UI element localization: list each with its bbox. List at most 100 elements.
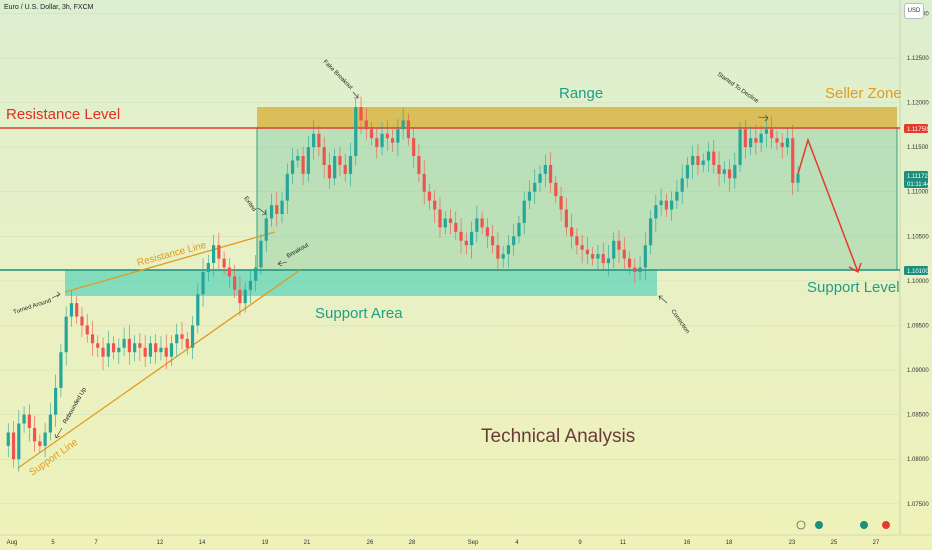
us-flag-icon[interactable] (882, 521, 890, 529)
x-tick-label: 5 (51, 540, 55, 546)
candle-body (238, 289, 242, 304)
dividend-icon[interactable] (815, 521, 823, 529)
candle-body (459, 231, 463, 241)
candle-body (159, 347, 163, 353)
candle-body (133, 343, 137, 353)
started-to-decline-label: Started To Decline (716, 72, 760, 105)
x-tick-label: 27 (873, 540, 880, 546)
eu-flag-icon[interactable] (860, 521, 868, 529)
forecast-path (797, 137, 859, 273)
candle-body (422, 173, 426, 192)
y-tick-label: 1.08500 (907, 413, 929, 419)
candle-body (354, 107, 358, 157)
current-price-label: 1.11172 (907, 174, 928, 180)
candle-body (391, 138, 395, 143)
candle-body (491, 236, 495, 246)
candle-body (43, 432, 47, 446)
x-tick-label: 19 (262, 540, 269, 546)
candle-body (285, 173, 289, 201)
resistance-trendline (64, 231, 276, 293)
candle-body (369, 129, 374, 139)
candle-body (501, 254, 505, 259)
candle-body (222, 258, 226, 268)
candle-body (527, 191, 532, 201)
candle-body (333, 156, 337, 179)
candle-body (101, 347, 105, 357)
candle-body (69, 303, 74, 317)
x-tick-label: 18 (726, 540, 733, 546)
candle-body (464, 240, 468, 246)
candle-body (111, 343, 116, 353)
candle-body (675, 191, 679, 201)
candle-body (90, 334, 95, 344)
candle-body (190, 325, 195, 348)
turned-around-label: Turned Around (13, 298, 52, 316)
x-tick-label: 14 (199, 540, 206, 546)
candle-body (738, 129, 742, 165)
candle-body (6, 432, 10, 446)
candle-body (775, 138, 779, 143)
x-tick-label: 12 (157, 540, 164, 546)
x-tick-label: 4 (515, 540, 519, 546)
candle-body (638, 267, 642, 272)
exited-label: Exited (242, 196, 256, 213)
candle-body (796, 173, 800, 183)
started-to-decline-arrow (757, 114, 769, 122)
candle-body (522, 200, 526, 223)
support-trendline (17, 269, 301, 469)
candle-body (343, 164, 347, 174)
candle-body (127, 338, 131, 353)
rebounded-up-label: Rebounded Up (63, 386, 89, 425)
chart-title: Euro / U.S. Dollar, 3h, FXCM (4, 4, 94, 11)
support-level-label: Support Level (807, 279, 900, 296)
candle-body (417, 156, 421, 174)
y-tick-label: 1.10000 (907, 279, 929, 285)
candle-body (401, 120, 405, 130)
candle-body (364, 120, 368, 130)
candle-body (659, 200, 663, 206)
current-price-tag (904, 171, 928, 188)
y-tick-label: 1.10500 (907, 234, 929, 240)
breakout-arrow (277, 260, 288, 267)
candle-body (396, 129, 400, 143)
x-tick-label: 23 (789, 540, 796, 546)
candle-body (280, 200, 284, 214)
candle-body (169, 343, 174, 357)
candle-body (85, 325, 89, 335)
turned-around-arrow (51, 291, 61, 299)
candle-body (717, 164, 721, 174)
bolt-icon[interactable] (796, 520, 806, 530)
seller-zone (257, 107, 897, 128)
candle-body (606, 258, 611, 264)
x-tick-label: 7 (94, 540, 98, 546)
forecast-arrowhead (848, 262, 862, 274)
technical-analysis-label: Technical Analysis (481, 426, 635, 447)
candle-body (538, 173, 542, 183)
candle-body (554, 182, 558, 197)
candle-body (548, 164, 553, 183)
candle-body (359, 107, 363, 121)
candle-body (643, 245, 647, 268)
candle-body (96, 343, 100, 348)
candle-body (506, 245, 511, 255)
currency-button[interactable]: USD (904, 3, 924, 19)
candle-body (612, 240, 616, 259)
candle-body (633, 267, 637, 272)
candle-body (543, 164, 547, 174)
candle-body (75, 303, 79, 317)
candle-body (312, 133, 316, 148)
y-tick-label: 1.09500 (907, 324, 929, 330)
candle-body (685, 164, 690, 179)
candle-body (627, 258, 632, 268)
candle-body (617, 240, 621, 250)
candle-body (596, 254, 600, 259)
candle-body (117, 347, 121, 353)
candle-body (780, 142, 784, 148)
candle-body (512, 236, 516, 246)
candle-body (290, 160, 295, 174)
candle-body (32, 428, 37, 442)
candle-body (11, 432, 16, 460)
candle-body (48, 414, 52, 433)
y-tick-label: 1.11000 (907, 190, 929, 196)
